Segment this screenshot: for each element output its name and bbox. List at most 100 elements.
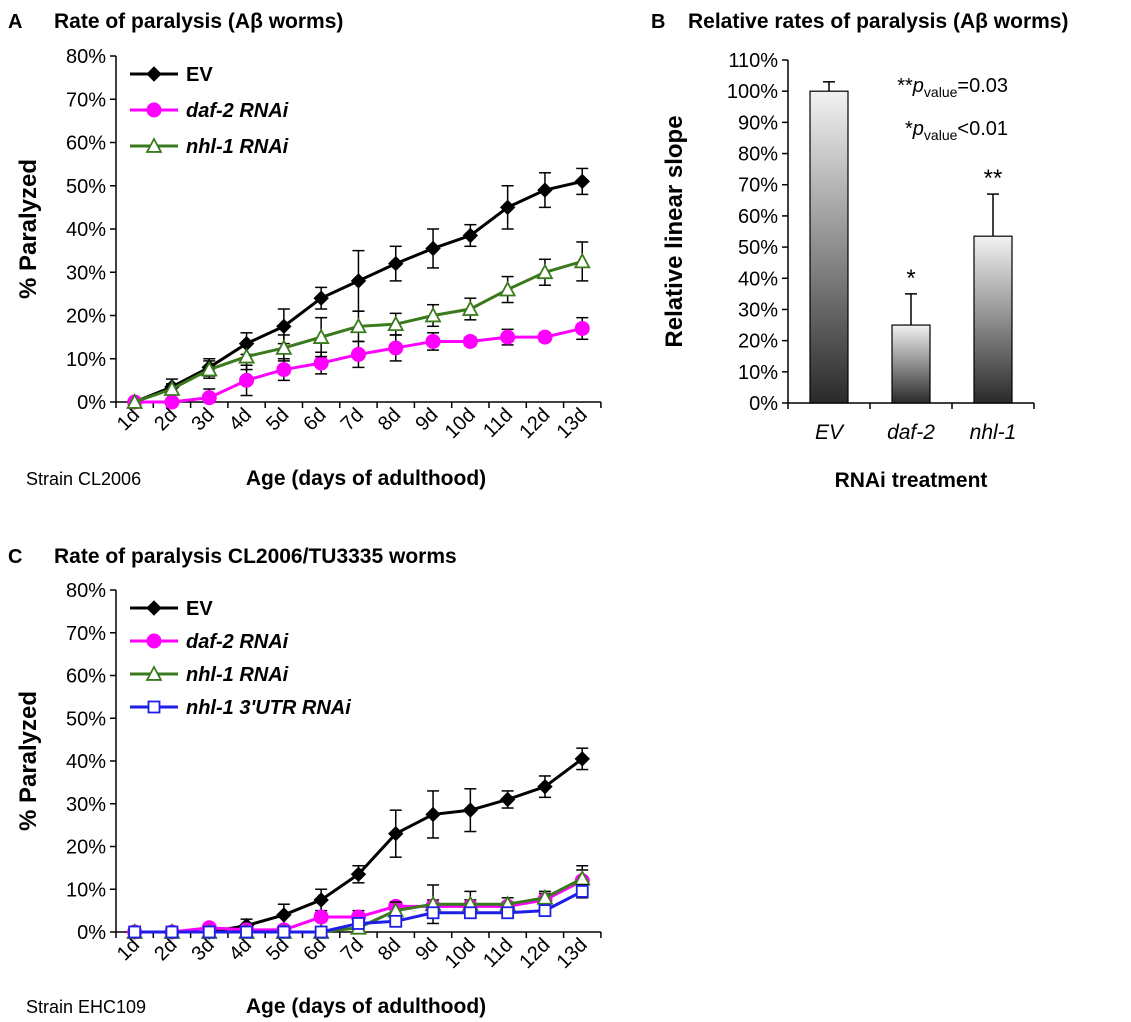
data-point [501,906,515,920]
y-tick-label: 60% [66,133,106,155]
data-point [200,360,218,377]
data-point [425,240,441,257]
legend-entry: daf-2 RNAi [130,100,289,122]
data-point [276,318,292,335]
x-tick-label: nhl-1 [970,421,1017,444]
y-tick-label: 40% [66,751,106,773]
strain-note: Strain EHC109 [26,997,146,1017]
y-tick-label: 90% [738,112,778,134]
y-axis-label: % Paralyzed [15,159,42,299]
data-point [574,173,590,190]
p-value-subscript: value [924,127,958,143]
legend-marker [147,700,161,714]
data-point [313,355,329,371]
data-point [276,907,292,923]
data-point [499,791,516,808]
chart-title: Rate of paralysis CL2006/TU3335 worms [54,545,457,568]
data-point [500,329,516,345]
x-tick-label: 9d [411,404,442,435]
legend-entry: daf-2 RNAi [130,631,289,653]
legend-marker [146,102,162,118]
x-tick-label: 3d [187,404,218,435]
x-tick-label: 9d [411,934,442,965]
data-point [128,925,142,939]
data-point [352,917,365,930]
x-tick-label: 11d [479,934,517,972]
data-point [463,906,477,920]
significance-marker: * [906,265,915,292]
data-point [350,273,367,289]
data-point [313,290,329,306]
panel-letter: B [651,11,665,33]
bar-EV [809,90,849,404]
y-tick-label: 70% [738,175,778,197]
chart-title: Rate of paralysis (Aβ worms) [54,10,343,33]
significance-marker: ** [984,165,1003,192]
y-tick-label: 20% [66,306,106,328]
data-point [163,380,181,396]
data-point [277,925,291,939]
p-value-stars: ** [897,75,913,97]
x-axis-label: Age (days of adulthood) [246,467,486,490]
y-tick-label: 80% [66,580,106,602]
p-value-stars: * [905,118,913,140]
data-point [537,182,553,198]
x-tick-label: 8d [374,934,405,965]
data-point [425,333,441,349]
panel-c: C Rate of paralysis CL2006/TU3335 worms 0%… [8,545,602,1018]
data-point [499,280,517,297]
data-point [462,227,479,244]
x-tick-label: 5d [262,404,293,435]
legend-label: EV [186,64,213,86]
data-point [538,904,552,918]
data-point [312,328,330,344]
data-point [202,925,216,939]
data-point [275,339,293,355]
data-point [537,778,553,795]
data-point [461,300,479,316]
y-tick-label: 70% [66,89,106,111]
y-tick-label: 10% [66,879,106,901]
legend-entry: EV [130,64,213,86]
y-tick-label: 10% [738,362,778,384]
data-point [388,340,404,356]
data-point [164,394,180,410]
data-point [313,892,329,908]
data-point [388,825,404,842]
data-point [314,925,328,939]
series-ev [126,167,590,410]
x-tick-label: 7d [337,404,368,435]
x-axis-label: Age (days of adulthood) [246,995,486,1018]
x-tick-label: EV [815,421,845,444]
data-point [238,347,256,364]
legend-marker [146,600,162,616]
series-ev [126,747,590,940]
y-tick-label: 50% [66,176,106,198]
y-tick-label: 30% [66,262,106,284]
legend-label: nhl-1 RNAi [186,664,289,686]
bar-daf-2 [891,324,931,404]
p-value-symbol: p [912,118,924,140]
p-value-text: =0.03 [957,75,1008,97]
strain-note: Strain CL2006 [26,469,141,489]
data-point [350,866,367,882]
legend-label: EV [186,598,213,620]
data-point [462,802,479,818]
legend-marker [146,66,162,82]
y-tick-label: 30% [66,794,106,816]
legend-label: nhl-1 RNAi [186,136,289,158]
y-tick-label: 110% [728,50,778,72]
data-point [313,909,329,925]
data-point [239,372,255,388]
y-tick-label: 70% [66,623,106,645]
data-point [537,329,553,345]
data-point [536,888,554,905]
data-point [425,806,441,823]
p-value-symbol: p [912,75,924,97]
data-point [165,925,179,939]
data-point [574,751,590,767]
x-axis-label: RNAi treatment [835,469,988,492]
legend-entry: EV [130,598,213,620]
x-tick-label: 10d [441,404,480,443]
panel-b: B Relative rates of paralysis (Aβ worms) 0… [651,10,1068,492]
